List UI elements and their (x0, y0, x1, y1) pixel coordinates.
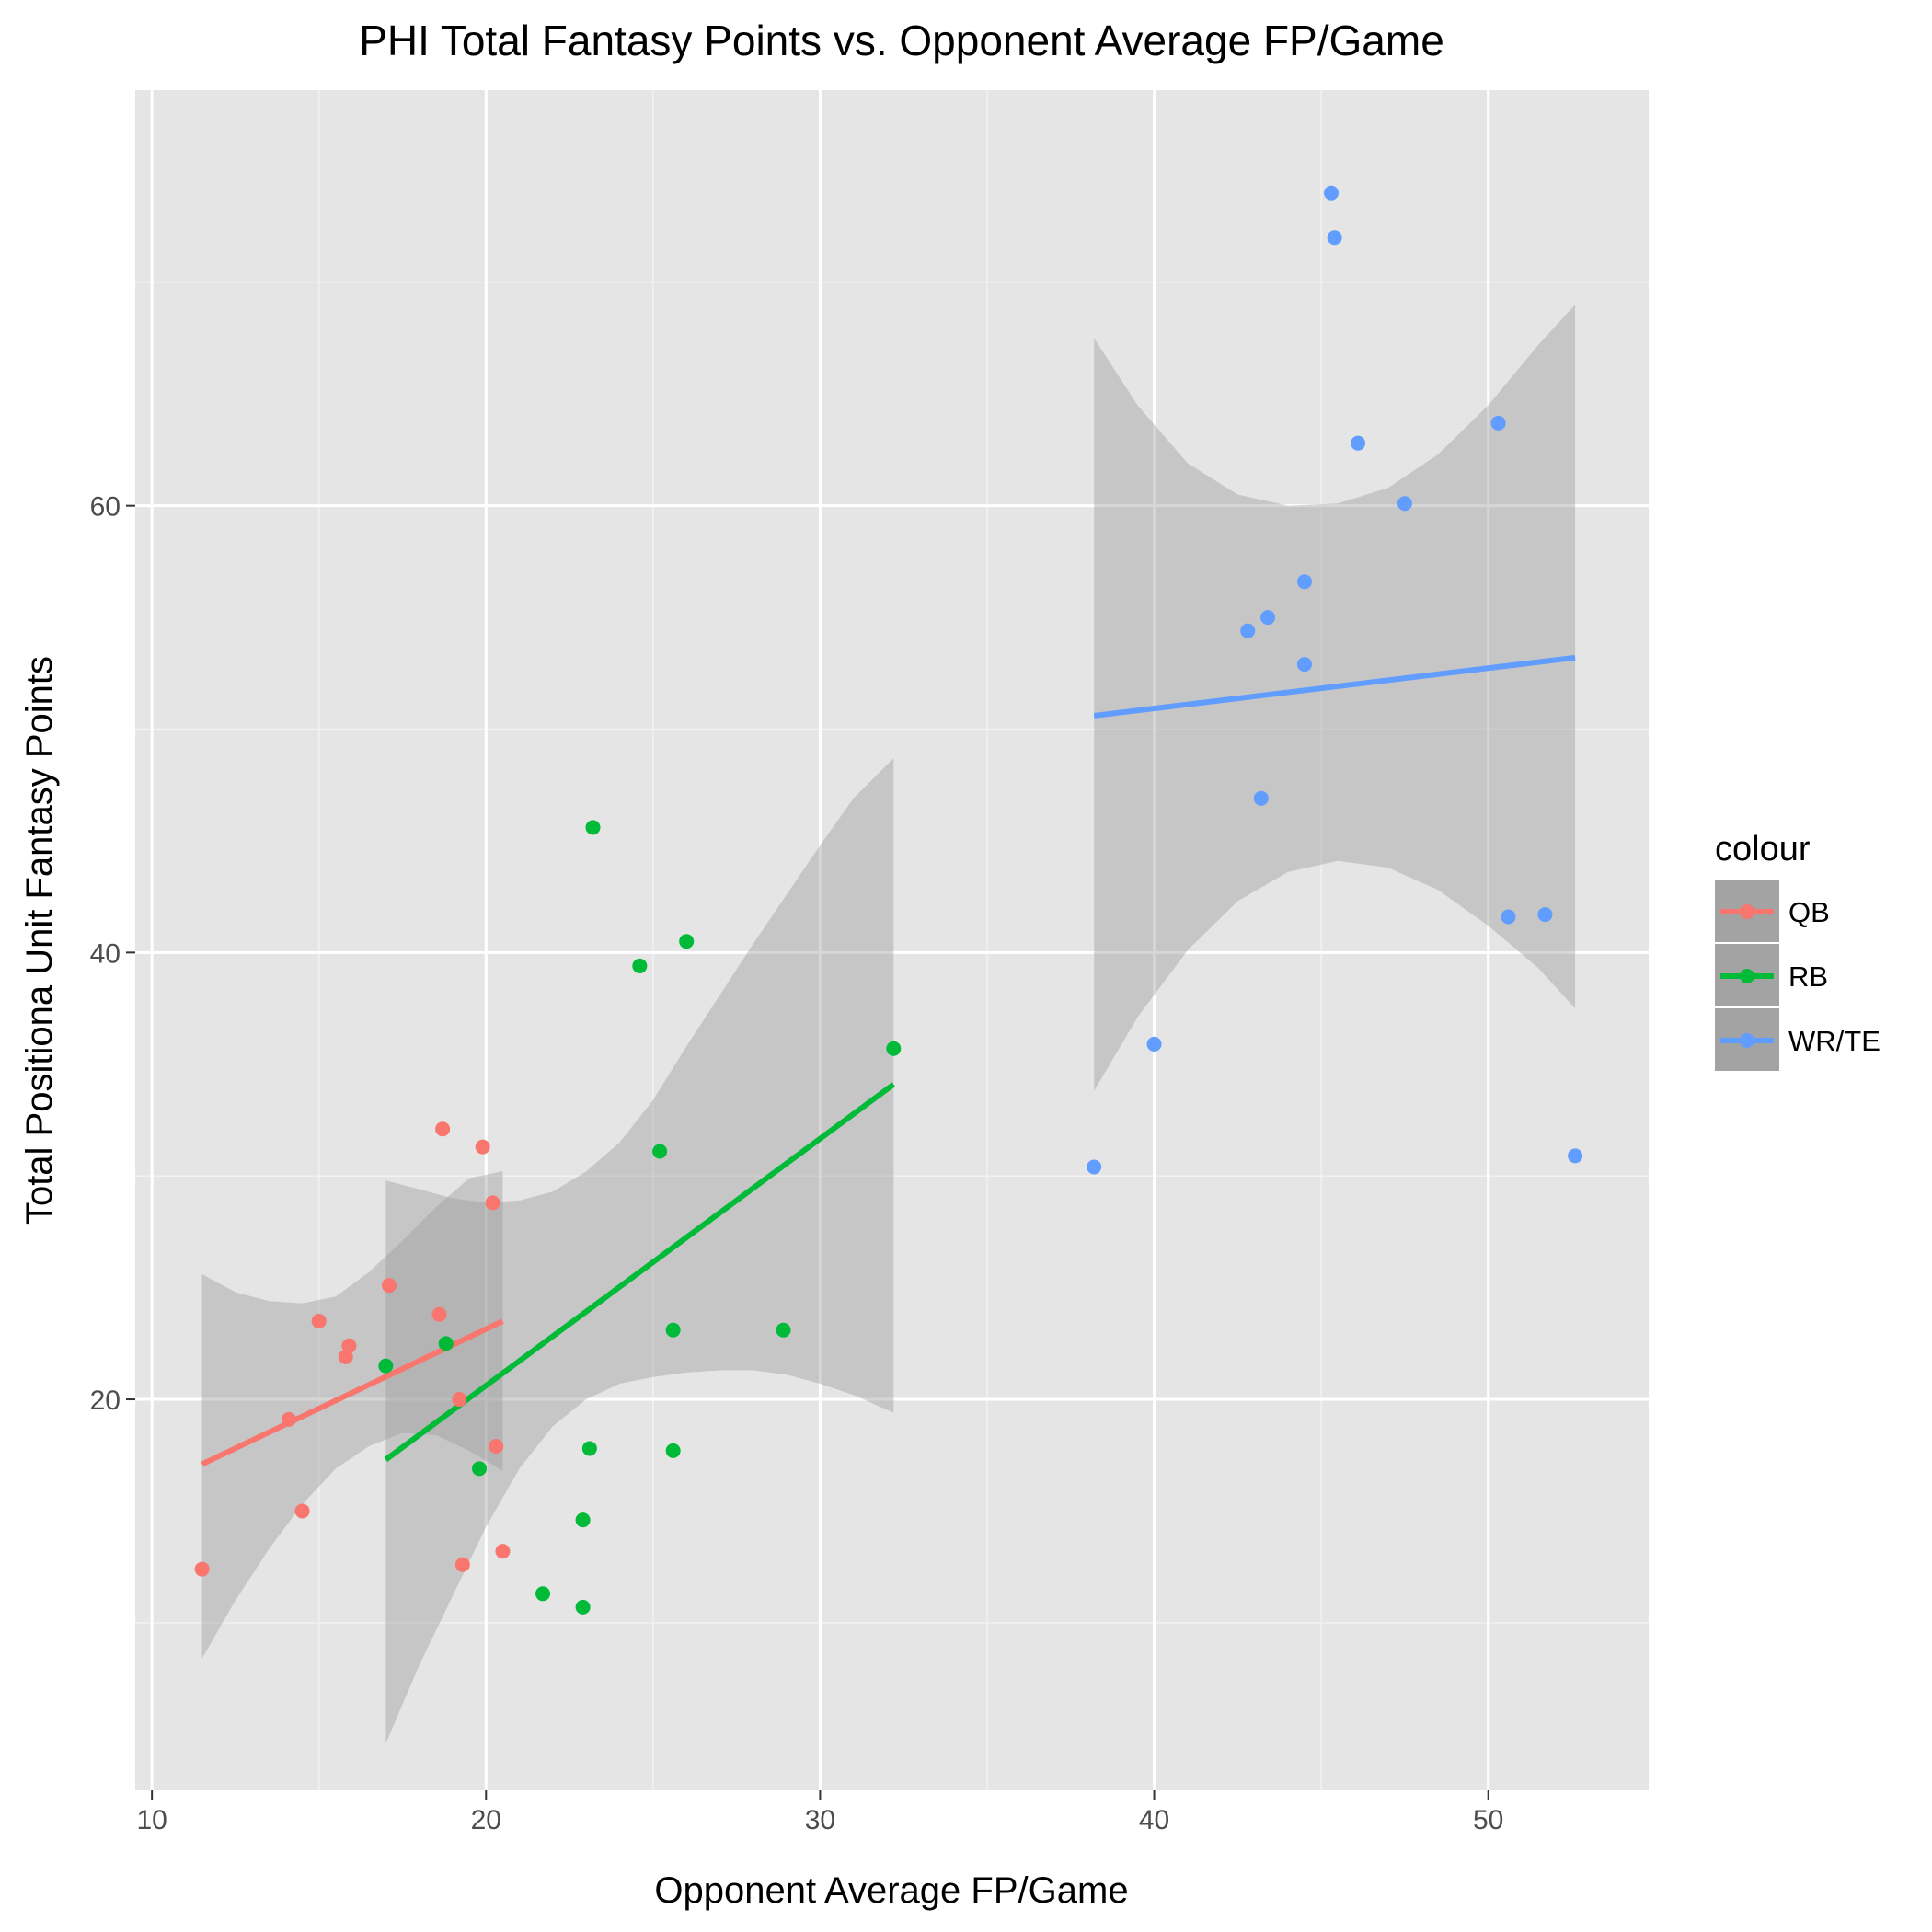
data-point (776, 1322, 791, 1338)
data-point (886, 1041, 902, 1056)
x-axis-title: Opponent Average FP/Game (654, 1870, 1128, 1911)
data-point (452, 1392, 467, 1408)
confidence-bands (201, 305, 1576, 1743)
data-point (194, 1561, 210, 1577)
y-axis-title: Total Positiona Unit Fantasy Points (19, 656, 60, 1225)
trend-line (384, 1082, 896, 1463)
data-point (338, 1349, 353, 1364)
data-point (581, 1441, 597, 1456)
data-point (665, 1443, 681, 1458)
data-point (535, 1586, 551, 1602)
data-point (1351, 435, 1366, 451)
y-axis: 20 40 60 (90, 492, 135, 1416)
data-point (1568, 1148, 1583, 1164)
trend-line (1093, 654, 1576, 719)
x-tick-label: 20 (471, 1805, 501, 1835)
x-axis: 10 20 30 40 50 (136, 1790, 1503, 1835)
x-tick-label: 50 (1473, 1805, 1503, 1835)
x-tick-label: 30 (805, 1805, 835, 1835)
data-point (381, 1278, 397, 1294)
data-point (495, 1544, 511, 1559)
data-point (294, 1503, 310, 1519)
data-point (652, 1144, 668, 1159)
data-point (435, 1121, 451, 1137)
data-point (475, 1139, 490, 1155)
data-point (1253, 790, 1269, 806)
data-point (632, 958, 648, 973)
y-tick-label: 60 (90, 492, 121, 523)
data-point (1296, 657, 1312, 673)
data-point (1296, 574, 1312, 590)
data-point (1327, 230, 1342, 246)
data-point (1146, 1036, 1162, 1052)
confidence-band (1094, 305, 1576, 1091)
data-points (194, 185, 1583, 1615)
confidence-band (385, 758, 894, 1743)
plot-panel (135, 90, 1649, 1790)
data-point (454, 1557, 470, 1572)
legend-label: RB (1788, 960, 1828, 993)
data-point (1087, 1159, 1102, 1175)
legend-key-point (1740, 1033, 1754, 1048)
legend: colour QB RB WR/TE (1715, 830, 1880, 1071)
legend-title: colour (1715, 830, 1811, 868)
data-point (575, 1599, 591, 1615)
data-point (575, 1512, 591, 1528)
data-point (311, 1314, 327, 1329)
x-tick-label: 40 (1139, 1805, 1169, 1835)
y-tick-label: 20 (90, 1386, 121, 1416)
legend-label: QB (1788, 896, 1830, 928)
data-point (1324, 185, 1340, 201)
data-point (341, 1338, 357, 1353)
data-point (485, 1195, 500, 1211)
confidence-band (201, 1171, 503, 1659)
data-point (1240, 623, 1256, 638)
grid-minor (135, 90, 1649, 1790)
data-point (1501, 909, 1516, 925)
data-point (1260, 610, 1276, 626)
legend-label: WR/TE (1788, 1025, 1880, 1057)
data-point (282, 1411, 297, 1427)
legend-key-point (1740, 904, 1754, 919)
data-point (1490, 415, 1506, 431)
legend-key-point (1740, 969, 1754, 983)
x-tick-label: 10 (136, 1805, 167, 1835)
data-point (431, 1306, 447, 1322)
y-tick-label: 40 (90, 938, 121, 969)
grid-major (135, 90, 1649, 1790)
data-point (1537, 907, 1553, 923)
data-point (1397, 496, 1412, 512)
data-point (585, 820, 601, 835)
data-point (665, 1322, 681, 1338)
chart-title: PHI Total Fantasy Points vs. Opponent Av… (359, 17, 1444, 64)
data-point (679, 934, 695, 949)
data-point (378, 1358, 394, 1374)
data-point (438, 1336, 454, 1351)
data-point (489, 1439, 504, 1455)
data-point (472, 1461, 488, 1477)
